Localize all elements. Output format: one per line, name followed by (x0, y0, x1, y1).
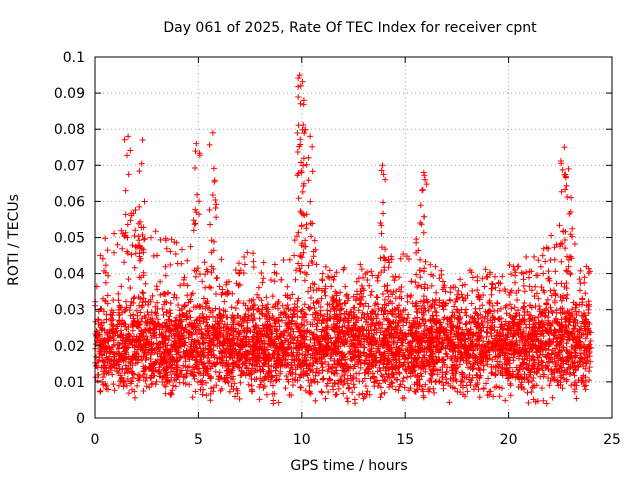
y-axis-label: ROTI / TECUs (6, 194, 22, 286)
x-axis-label: GPS time / hours (290, 458, 407, 474)
y-tick-label: 0.02 (54, 339, 85, 355)
x-tick-label: 5 (194, 432, 203, 448)
y-tick-label: 0.01 (54, 375, 85, 391)
chart-title: Day 061 of 2025, Rate Of TEC Index for r… (163, 20, 537, 36)
y-tick-label: 0 (76, 411, 85, 427)
x-tick-label: 10 (293, 432, 311, 448)
scatter-plus-markers (92, 72, 594, 407)
x-tick-label: 25 (603, 432, 621, 448)
y-tick-label: 0.06 (54, 194, 85, 210)
x-tick-labels: 0 5 10 15 20 25 (91, 432, 621, 448)
y-tick-label: 0.08 (54, 122, 85, 138)
axis-ticks (94, 56, 613, 419)
y-tick-labels: 0 0.01 0.02 0.03 0.04 0.05 0.06 0.07 0.08 0.09 0.1 (54, 50, 85, 427)
y-tick-label: 0.07 (54, 158, 85, 174)
x-tick-label: 0 (91, 432, 100, 448)
y-tick-label: 0.03 (54, 303, 85, 319)
y-tick-label: 0.1 (63, 50, 85, 66)
x-tick-label: 20 (500, 432, 518, 448)
data-points (92, 72, 594, 407)
y-tick-label: 0.05 (54, 231, 85, 247)
x-tick-label: 15 (396, 432, 414, 448)
y-tick-label: 0.04 (54, 267, 85, 283)
y-tick-label: 0.09 (54, 86, 85, 102)
